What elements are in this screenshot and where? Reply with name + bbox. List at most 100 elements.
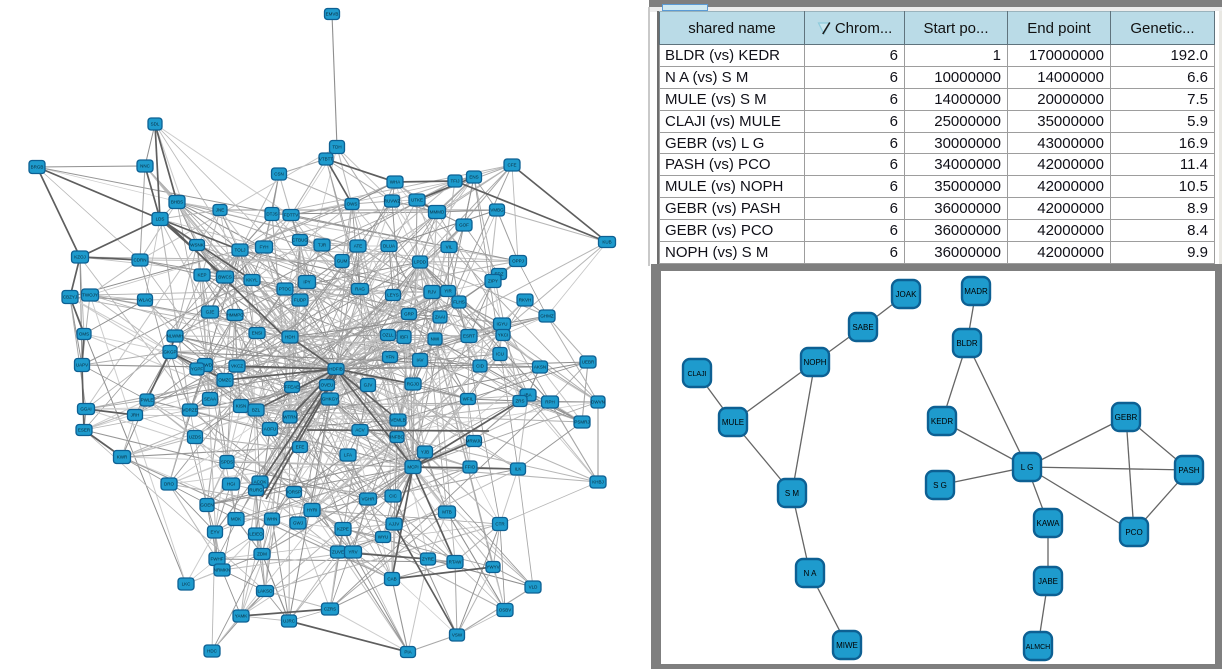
svg-text:CZRS: CZRS	[324, 607, 336, 612]
svg-text:NOPH: NOPH	[803, 358, 826, 367]
svg-text:GOF: GOF	[459, 223, 469, 228]
svg-text:TOLJ: TOLJ	[235, 248, 246, 253]
svg-text:JOAK: JOAK	[896, 290, 918, 299]
svg-text:FFEAE: FFEAE	[285, 385, 300, 390]
svg-text:BZL: BZL	[252, 408, 261, 413]
svg-text:SPDS: SPDS	[221, 460, 233, 465]
svg-text:MMMD: MMMD	[430, 210, 445, 215]
svg-text:WYU: WYU	[378, 535, 389, 540]
svg-text:IGYU: IGYU	[496, 322, 507, 327]
svg-text:HDFIB: HDFIB	[329, 367, 343, 372]
svg-text:GJV: GJV	[364, 383, 373, 388]
svg-text:VMBG: VMBG	[490, 208, 504, 213]
svg-text:HGI: HGI	[227, 482, 235, 487]
svg-text:OWS: OWS	[347, 202, 358, 207]
svg-text:MULE: MULE	[722, 418, 744, 427]
svg-text:UEBR: UEBR	[582, 360, 595, 365]
svg-text:PTOC: PTOC	[279, 287, 292, 292]
svg-text:YKCI: YKCI	[498, 333, 509, 338]
svg-text:PWLE: PWLE	[141, 398, 154, 403]
svg-text:ILK: ILK	[515, 467, 522, 472]
svg-text:BLDR: BLDR	[956, 339, 978, 348]
svg-text:FFIO: FFIO	[465, 465, 476, 470]
svg-text:YIR: YIR	[444, 289, 452, 294]
svg-text:PIA: PIA	[404, 650, 411, 655]
svg-text:IORSP: IORSP	[287, 490, 301, 495]
svg-text:KEDR: KEDR	[931, 417, 953, 426]
svg-text:MADR: MADR	[964, 287, 988, 296]
svg-text:KKYL: KKYL	[246, 278, 258, 283]
svg-text:GHKGY: GHKGY	[322, 397, 338, 402]
svg-text:LKC: LKC	[182, 582, 192, 587]
svg-text:OMS: OMS	[79, 332, 89, 337]
svg-text:ATE: ATE	[354, 244, 362, 249]
svg-text:S G: S G	[933, 481, 947, 490]
svg-text:NNC: NNC	[140, 164, 150, 169]
svg-text:CAB: CAB	[387, 577, 396, 582]
svg-text:RAG: RAG	[355, 287, 365, 292]
svg-text:LFA: LFA	[344, 453, 352, 458]
svg-text:ZAAI: ZAAI	[435, 315, 445, 320]
svg-text:VCWD: VCWD	[198, 363, 212, 368]
svg-text:OSBV: OSBV	[499, 608, 512, 613]
svg-text:GOEN: GOEN	[200, 503, 213, 508]
svg-text:LEYS: LEYS	[387, 293, 399, 298]
svg-text:GRP: GRP	[404, 312, 414, 317]
svg-text:AOFU: AOFU	[264, 427, 277, 432]
svg-text:MOK: MOK	[231, 517, 241, 522]
svg-text:RJV: RJV	[428, 290, 437, 295]
svg-text:ZRS: ZRS	[516, 399, 525, 404]
svg-text:MIWE: MIWE	[836, 641, 858, 650]
svg-text:EFE: EFE	[296, 445, 305, 450]
svg-text:DLUA: DLUA	[383, 244, 395, 249]
svg-text:KUB: KUB	[602, 240, 611, 245]
svg-text:LAKSO: LAKSO	[257, 589, 273, 594]
svg-text:WTRN: WTRN	[283, 415, 297, 420]
svg-text:OVEU: OVEU	[321, 383, 334, 388]
svg-text:ESRT: ESRT	[463, 334, 475, 339]
svg-text:JNE: JNE	[216, 208, 225, 213]
svg-text:TWOJY: TWOJY	[82, 293, 98, 298]
svg-text:OZLL: OZLL	[382, 333, 394, 338]
svg-text:ENS: ENS	[469, 175, 478, 180]
svg-text:FUDP: FUDP	[294, 298, 306, 303]
svg-text:PCO: PCO	[1125, 528, 1142, 537]
svg-text:DTJS: DTJS	[266, 212, 277, 217]
svg-text:KEP: KEP	[197, 273, 206, 278]
svg-text:ACV: ACV	[355, 428, 364, 433]
svg-text:BWCS: BWCS	[218, 275, 232, 280]
svg-text:GJE: GJE	[206, 310, 215, 315]
svg-text:VIL: VIL	[446, 245, 453, 250]
svg-text:DWVN: DWVN	[591, 400, 605, 405]
svg-text:RURG: RURG	[249, 488, 263, 493]
svg-text:OPPJ: OPPJ	[512, 259, 524, 264]
svg-text:HDH: HDH	[285, 335, 295, 340]
svg-text:ZDM: ZDM	[257, 552, 267, 557]
svg-text:PSMRJ: PSMRJ	[574, 420, 589, 425]
svg-text:HDC: HDC	[207, 649, 217, 654]
svg-text:FDTTV: FDTTV	[284, 213, 299, 218]
svg-text:GGAI: GGAI	[80, 407, 91, 412]
svg-text:GHMZ: GHMZ	[540, 314, 553, 319]
svg-text:SABE: SABE	[852, 323, 873, 332]
svg-text:FWHF: FWHF	[211, 557, 224, 562]
svg-text:IBA: IBA	[524, 393, 531, 398]
svg-text:CIC: CIC	[389, 494, 398, 499]
svg-text:SDL: SDL	[151, 122, 160, 127]
svg-text:IPY: IPY	[303, 280, 310, 285]
svg-text:FLHS: FLHS	[453, 300, 465, 305]
svg-text:TFIJ: TFIJ	[451, 179, 460, 184]
svg-text:TDH: TDH	[332, 145, 341, 150]
svg-text:GEBR: GEBR	[1115, 413, 1138, 422]
svg-text:CDRN: CDRN	[134, 258, 147, 263]
svg-text:KHBJ: KHBJ	[592, 480, 604, 485]
svg-text:CID: CID	[476, 364, 485, 369]
svg-text:HMMPC: HMMPC	[227, 313, 245, 318]
svg-text:ZYRE: ZYRE	[422, 557, 434, 562]
svg-text:YJB: YJB	[421, 450, 429, 455]
svg-text:S M: S M	[785, 489, 800, 498]
svg-text:YGPF: YGPF	[191, 367, 204, 372]
svg-text:LDS: LDS	[156, 217, 165, 222]
svg-text:ALMCH: ALMCH	[1026, 644, 1051, 651]
svg-text:VKCZ: VKCZ	[231, 364, 243, 369]
